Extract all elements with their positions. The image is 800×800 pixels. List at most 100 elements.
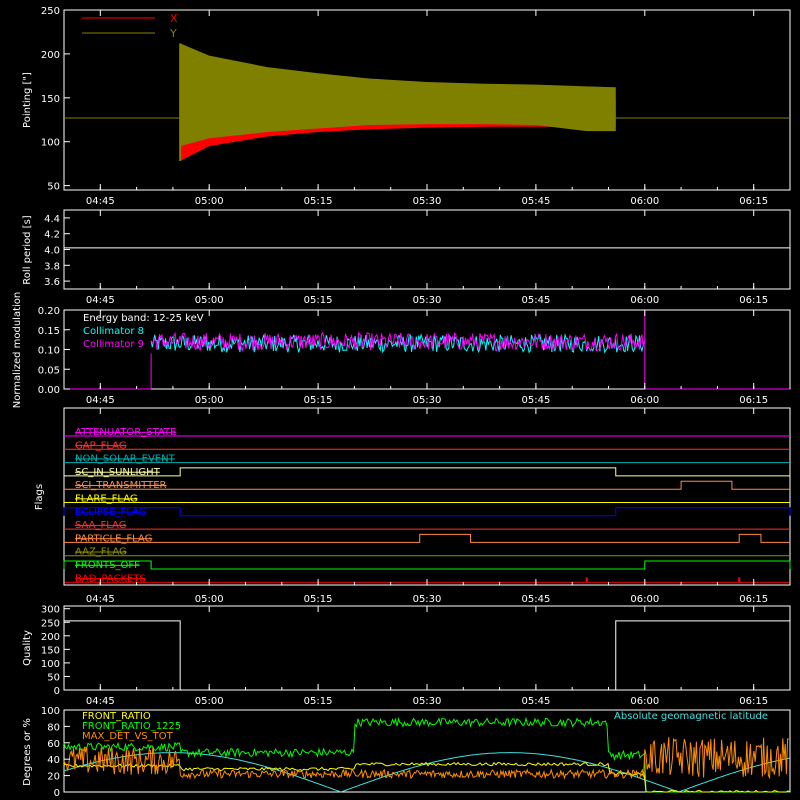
y-tick-label: 150	[41, 645, 60, 656]
x-tick-label: 05:15	[304, 395, 333, 406]
x-tick-label: 06:00	[630, 696, 659, 707]
pointing-legend: X Y	[82, 12, 178, 40]
x-tick-label: 06:00	[630, 196, 659, 207]
modulation-y-axis: 0.00 0.05 0.10 0.15 0.20	[38, 306, 70, 396]
flag-label-aaz_flag: AAZ_FLAG	[75, 547, 127, 558]
y-tick-label: 4.0	[44, 246, 60, 257]
roll-y-label: Roll period [s]	[22, 215, 33, 284]
y-tick-label: 0.15	[38, 326, 60, 337]
flags-panel: ATTENUATOR_STATE GAP_FLAG NON_SOLAR_EVENT S…	[34, 407, 791, 605]
x-tick-label: 05:15	[304, 295, 333, 306]
y-tick-label: 3.6	[44, 277, 60, 288]
x-tick-label: 05:30	[413, 395, 442, 406]
energy-band-annotation: Energy band: 12-25 keV	[83, 313, 204, 324]
y-tick-label: 250	[41, 618, 60, 629]
quality-line	[63, 620, 791, 691]
y-tick-label: 0.05	[38, 365, 60, 376]
x-tick-label: 05:00	[195, 295, 224, 306]
flag-line-particle_flag	[64, 533, 790, 543]
x-tick-label: 05:45	[521, 594, 550, 605]
legend-max-det-vs-tot: MAX_DET_VS_TOT	[82, 731, 174, 742]
roll-panel: 3.6 3.8 4.0 4.2 4.4 04:45 05:00 05:15 05:30 05:4…	[22, 209, 791, 306]
flag-label-eclipse_flag: ECLIPSE_FLAG	[75, 507, 146, 518]
flag-line-sc_in_sunlight	[64, 467, 790, 477]
x-tick-label: 05:15	[304, 594, 333, 605]
y-tick-label: 80	[47, 722, 60, 733]
x-tick-label: 05:00	[195, 594, 224, 605]
flag-label-sci_transmitter: SCI_TRANSMITTER	[75, 480, 167, 491]
y-tick-label: 300	[41, 605, 60, 616]
y-tick-label: 0.10	[38, 346, 60, 357]
modulation-x-axis: 04:45 05:00 05:15 05:30 05:45 06:00 06:15	[63, 310, 791, 406]
y-tick-label: 200	[41, 50, 60, 61]
y-tick-label: 0.20	[38, 306, 60, 317]
x-tick-label: 05:45	[521, 395, 550, 406]
legend-x-label: X	[170, 12, 178, 25]
flag-label-bad_packets: BAD_PACKETS	[75, 573, 146, 584]
flag-label-sc_in_sunlight: SC_IN_SUNLIGHT	[75, 467, 161, 478]
y-tick-label: 0.00	[38, 385, 60, 396]
x-tick-label: 05:00	[195, 696, 224, 707]
flag-label-gap_flag: GAP_FLAG	[75, 440, 127, 451]
quality-x-axis: 04:45 05:00 05:15 05:30 05:45 06:00 06:15	[63, 606, 791, 707]
x-tick-label: 06:00	[630, 395, 659, 406]
quality-plot-frame	[63, 605, 791, 691]
ratios-panel: 0 20 40 60 80 100 Degrees or % FRONT_RATIO FR…	[22, 706, 791, 799]
legend-y-label: Y	[169, 27, 177, 40]
quality-data	[63, 620, 791, 691]
ratios-data	[63, 716, 791, 793]
x-tick-label: 05:30	[413, 295, 442, 306]
x-tick-label: 05:30	[413, 696, 442, 707]
y-tick-label: 0	[54, 788, 60, 799]
x-tick-label: 04:45	[86, 196, 115, 207]
y-tick-label: 50	[47, 182, 60, 193]
y-tick-label: 4.4	[44, 214, 60, 225]
modulation-series-9	[150, 331, 645, 353]
y-tick-label: 3.8	[44, 261, 60, 272]
pointing-y-envelope	[180, 43, 616, 147]
modulation-y-label: Normalized modulation	[12, 292, 23, 409]
y-tick-label: 50	[47, 672, 60, 683]
x-tick-label: 06:15	[739, 196, 768, 207]
x-tick-label: 05:30	[413, 594, 442, 605]
legend-collimator8: Collimator 8	[83, 326, 144, 337]
y-tick-label: 250	[41, 6, 60, 17]
x-tick-label: 04:45	[86, 295, 115, 306]
roll-x-axis: 04:45 05:00 05:15 05:30 05:45 06:00 06:15	[63, 210, 791, 306]
x-tick-label: 04:45	[86, 594, 115, 605]
x-tick-label: 04:45	[86, 696, 115, 707]
flag-line-sci_transmitter	[64, 480, 790, 490]
max-det-vs-tot-line	[63, 737, 789, 781]
y-tick-label: 4.2	[44, 230, 60, 241]
flag-label-flare_flag: FLARE_FLAG	[75, 494, 138, 505]
x-tick-label: 06:15	[739, 395, 768, 406]
front-ratio-line	[63, 761, 791, 793]
pointing-x-axis: 04:45 05:00 05:15 05:30 05:45 06:00 06:15	[63, 10, 791, 207]
y-tick-label: 20	[47, 772, 60, 783]
y-tick-label: 60	[47, 739, 60, 750]
roll-plot-frame	[63, 209, 791, 290]
flag-label-non_solar_event: NON_SOLAR_EVENT	[75, 454, 176, 465]
quality-y-axis: 0 50 100 150 200 250 300	[41, 605, 70, 697]
legend-geomagnetic-latitude: Absolute geomagnetic latitude	[614, 711, 768, 722]
y-tick-label: 150	[41, 94, 60, 105]
pointing-y-label: Pointing ["]	[22, 72, 33, 128]
flags-x-axis: 04:45 05:00 05:15 05:30 05:45 06:00 06:15	[63, 408, 791, 605]
y-tick-label: 0	[54, 686, 60, 697]
x-tick-label: 06:00	[630, 295, 659, 306]
x-tick-label: 05:30	[413, 196, 442, 207]
flag-line-fronts_off	[63, 560, 791, 570]
y-tick-label: 200	[41, 632, 60, 643]
legend-front-ratio-1225: FRONT_RATIO_1225	[82, 721, 181, 732]
quality-y-label: Quality	[22, 630, 33, 666]
pointing-panel: 50 100 150 200 250 04:45 05:00 05:15 05:30 05:45…	[22, 6, 791, 207]
x-tick-label: 05:00	[195, 196, 224, 207]
x-tick-label: 05:15	[304, 696, 333, 707]
x-tick-label: 05:45	[521, 696, 550, 707]
x-tick-label: 04:45	[86, 395, 115, 406]
x-tick-label: 05:15	[304, 196, 333, 207]
y-tick-label: 40	[47, 755, 60, 766]
flags-data: ATTENUATOR_STATE GAP_FLAG NON_SOLAR_EVENT S…	[63, 427, 791, 584]
modulation-y-label-text: Normalized modulation	[12, 292, 23, 409]
